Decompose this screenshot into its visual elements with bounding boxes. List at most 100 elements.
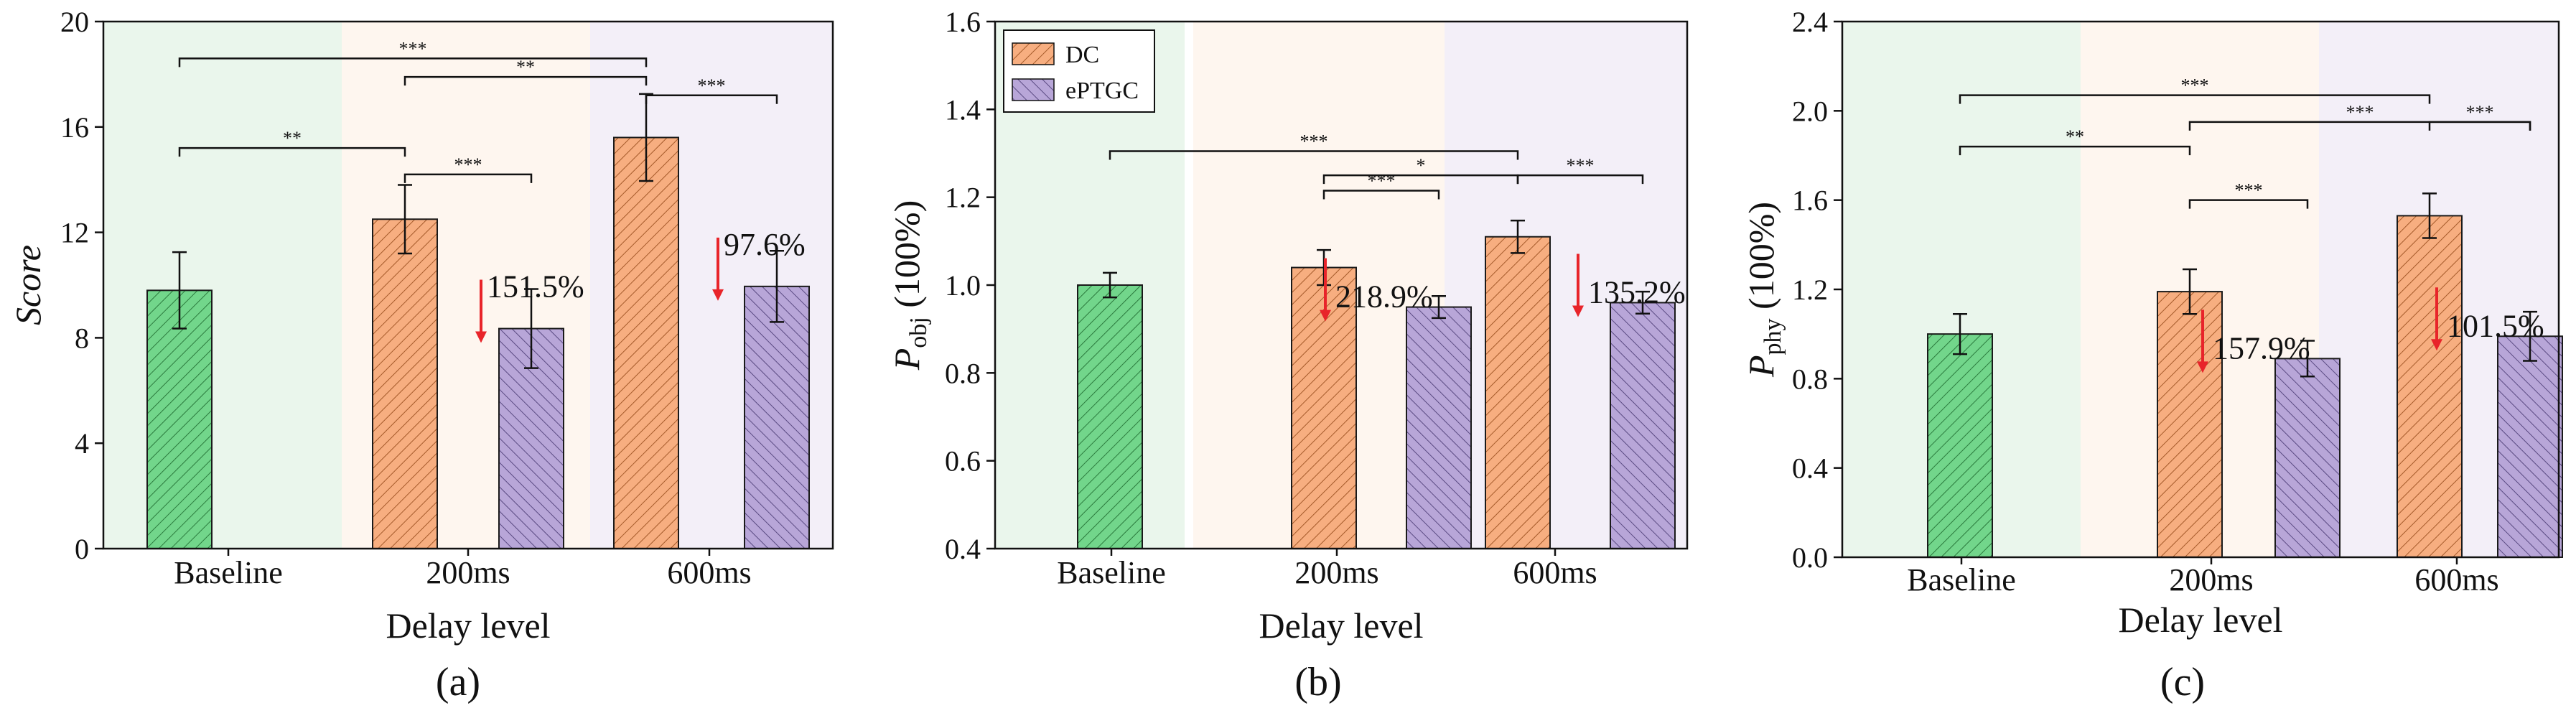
reduction-label: 97.6% (724, 227, 806, 262)
y-axis-title-main: P (1741, 355, 1781, 378)
x-tick-label: 200ms (1294, 555, 1378, 590)
reduction-arrow-head (2197, 361, 2208, 373)
y-axis-title: Score (8, 245, 48, 325)
reduction-markers: 218.9% 135.2% (1320, 253, 1686, 322)
y-axis-title: Pobj (100%) (887, 200, 932, 371)
y-axis-title-sub: obj (905, 317, 932, 348)
y-tick-label: 2.0 (1792, 95, 1828, 127)
significance-bracket (2428, 121, 2531, 131)
y-tick-label: 2.4 (1792, 6, 1828, 38)
y-tick-label: 0.4 (1792, 452, 1828, 485)
significance-label: *** (2235, 180, 2263, 201)
y-axis-title-unit: (100%) (1741, 202, 1781, 318)
significance-bracket (1516, 174, 1644, 185)
x-axis: Baseline 200ms 600ms (174, 549, 752, 590)
bar-600ms-dc (1485, 236, 1551, 549)
significance-label: *** (2181, 75, 2209, 96)
bar-600ms-eptgc (744, 285, 810, 549)
y-tick-label: 1.6 (1792, 185, 1828, 217)
legend-label-dc: DC (1065, 42, 1099, 68)
y-axis: 0 4 8 12 16 20 (60, 6, 103, 565)
significance-label: *** (399, 38, 427, 59)
panel-label-b: (b) (1294, 660, 1341, 704)
y-axis-title-unit: (100%) (887, 200, 927, 317)
significance-label: *** (1300, 131, 1328, 152)
x-tick-label: Baseline (1907, 562, 2016, 597)
significance-brackets: ************* (178, 38, 778, 183)
y-axis: 0.0 0.4 0.8 1.2 1.6 2.0 2.4 (1792, 6, 1842, 574)
bar-200ms-eptgc (1406, 306, 1472, 549)
y-tick-label: 4 (75, 427, 89, 460)
significance-label: ** (2066, 126, 2084, 147)
x-axis: Baseline 200ms 600ms (1057, 549, 1597, 590)
significance-label: * (1417, 155, 1426, 176)
y-tick-label: 1.0 (945, 269, 981, 302)
y-tick-label: 0.8 (945, 357, 981, 389)
x-tick-label: 200ms (426, 555, 510, 590)
legend-label-eptgc: ePTGC (1065, 78, 1139, 104)
panel-label-c: (c) (2160, 660, 2205, 704)
bar-600ms-dc (613, 136, 679, 550)
panel-c: ****** ******** 157.9%101.5% 0.00.40.81.2… (1741, 6, 2563, 704)
y-tick-label: 12 (60, 217, 89, 249)
significance-label: *** (2466, 102, 2494, 123)
y-tick-label: 8 (75, 322, 89, 354)
y-tick-label: 1.4 (945, 93, 981, 126)
y-tick-label: 1.2 (1792, 274, 1828, 306)
bar-baseline-baseline (1077, 284, 1143, 549)
bar-200ms-dc (2157, 291, 2223, 558)
x-tick-label: 600ms (2414, 562, 2498, 597)
y-tick-label: 0.8 (1792, 363, 1828, 395)
reduction-label: 135.2% (1588, 274, 1686, 310)
band-baseline (103, 22, 342, 549)
significance-bracket (403, 173, 533, 183)
significance-label: *** (454, 154, 482, 175)
x-tick-label: Baseline (174, 555, 283, 590)
y-axis: 0.4 0.6 0.8 1.0 1.2 1.4 1.6 (945, 6, 995, 565)
y-tick-label: 16 (60, 111, 89, 144)
y-axis-title-main: P (887, 348, 927, 371)
significance-bracket (1322, 190, 1440, 200)
reduction-markers: 157.9% 101.5% (2197, 287, 2544, 373)
x-axis-title: Delay level (2118, 600, 2282, 640)
significance-label: *** (2346, 102, 2374, 123)
x-tick-label: Baseline (1057, 555, 1166, 590)
significance-label: *** (1567, 155, 1595, 176)
reduction-arrow-head (1572, 305, 1584, 317)
x-axis: Baseline 200ms 600ms (1907, 557, 2499, 597)
significance-bracket (2188, 199, 2309, 209)
reduction-label: 218.9% (1335, 279, 1433, 315)
significance-label: ** (283, 128, 302, 149)
significance-label: *** (1368, 170, 1396, 191)
legend: DC ePTGC (1003, 29, 1155, 113)
bar-600ms-eptgc (1610, 302, 1676, 549)
panel-b: **** ****** 218.9% 135.2% DC ePTGC 0.40.60… (887, 6, 1689, 704)
reduction-arrow-head (1320, 310, 1331, 322)
x-axis-title: Delay level (386, 605, 550, 646)
y-tick-label: 0.4 (945, 533, 981, 565)
bar-200ms-dc (372, 218, 438, 549)
reduction-arrow-head (712, 289, 724, 301)
y-tick-label: 1.6 (945, 6, 981, 38)
panel-label-a: (a) (436, 660, 480, 704)
y-axis-title: Pphy (100%) (1741, 202, 1786, 378)
y-tick-label: 20 (60, 6, 89, 38)
y-tick-label: 1.2 (945, 182, 981, 214)
significance-bracket (178, 146, 406, 157)
significance-bracket (178, 57, 648, 68)
reduction-arrow-head (2431, 339, 2442, 351)
y-axis-title-sub: phy (1760, 318, 1786, 355)
reduction-markers: 151.5% 97.6% (475, 227, 806, 343)
reduction-label: 101.5% (2447, 308, 2544, 343)
significance-bracket (1959, 94, 2431, 104)
y-tick-label: 0.6 (945, 445, 981, 478)
significance-bracket (1959, 145, 2191, 156)
bar-600ms-dc (2397, 215, 2463, 558)
reduction-label: 157.9% (2213, 330, 2310, 366)
significance-label: *** (698, 75, 726, 96)
significance-label: ** (516, 57, 535, 78)
significance-bracket (1109, 150, 1519, 160)
legend-swatch-eptgc (1012, 78, 1055, 101)
